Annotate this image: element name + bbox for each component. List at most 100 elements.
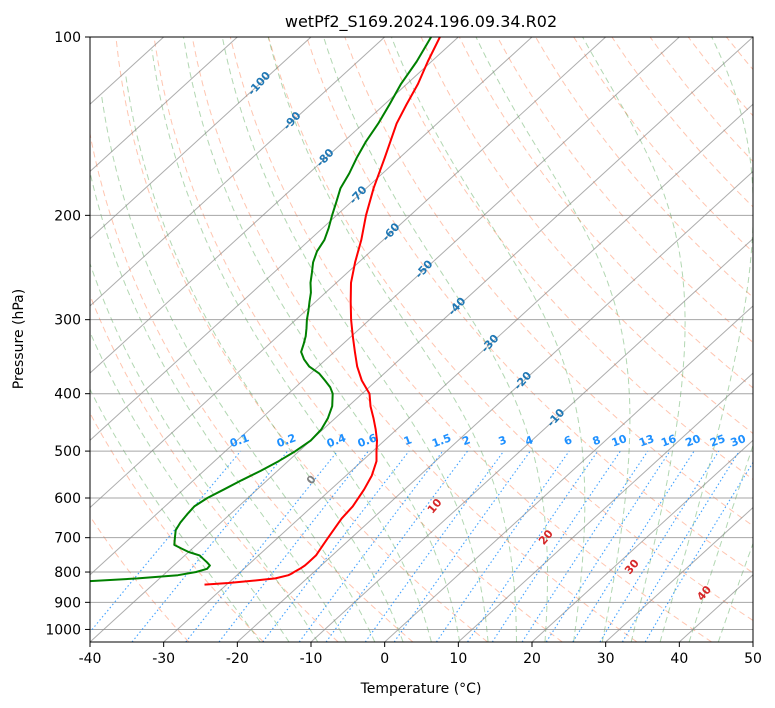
moist-adiabat	[659, 37, 753, 642]
dry-adiabat	[382, 37, 753, 481]
dry-adiabat	[535, 37, 753, 298]
y-tick-label: 700	[54, 531, 81, 547]
chart-title: wetPf2_S169.2024.196.09.34.R02	[285, 12, 557, 32]
mixing-ratio-label: 16	[659, 432, 678, 450]
mixing-ratio-label: 20	[684, 432, 703, 450]
dry-adiabat	[611, 37, 753, 208]
mixing-ratio-label: 1.5	[430, 431, 453, 450]
moist-adiabat	[100, 94, 376, 642]
mixing-ratio-label: 0.4	[325, 431, 348, 450]
moist-adiabat-label: 30	[622, 557, 642, 577]
mixing-ratio-line	[131, 450, 289, 642]
moist-adiabat-label: 10	[425, 496, 445, 516]
isotherm-line	[236, 170, 753, 642]
mixing-ratio-label: 13	[637, 432, 656, 449]
mixing-ratio-line	[521, 450, 649, 642]
moist-adiabat	[90, 388, 261, 642]
moist-adiabat	[90, 330, 290, 642]
mixing-ratio-line	[467, 450, 599, 642]
mixing-ratio-line	[364, 450, 505, 642]
mixing-ratio-line	[572, 450, 695, 642]
dry-adiabat	[765, 37, 775, 642]
mixing-ratio-line	[393, 450, 531, 642]
isotherm-line	[310, 237, 753, 642]
isotherm-line	[90, 37, 607, 509]
mixing-ratio-label: 8	[591, 433, 603, 448]
x-tick-label: 40	[670, 651, 688, 667]
isotherm-line	[752, 641, 753, 642]
mixing-ratio-line	[599, 450, 720, 642]
mixing-ratio-line	[262, 450, 410, 642]
mixing-ratio-label: 30	[729, 432, 748, 450]
mixing-ratio-label: 2	[461, 433, 473, 448]
mixing-ratio-label: 0.6	[356, 431, 379, 450]
dry-adiabat	[344, 37, 753, 527]
isotherm-line	[90, 37, 680, 576]
moist-adiabat	[151, 49, 432, 642]
moist-adiabat	[475, 37, 631, 642]
mixing-ratio-line	[325, 450, 468, 642]
y-tick-label: 300	[54, 313, 81, 329]
isotherm-line	[90, 37, 459, 374]
x-tick-label: 50	[744, 651, 762, 667]
moist-adiabat	[124, 72, 404, 642]
moist-adiabat	[90, 169, 347, 642]
moist-adiabat	[90, 262, 319, 642]
mixing-ratio-line	[435, 450, 570, 642]
moist-adiabat	[582, 37, 686, 642]
dry-adiabat	[687, 37, 753, 117]
dry-adiabat	[90, 515, 190, 642]
isotherm-line	[90, 37, 386, 307]
dry-adiabat	[726, 37, 753, 71]
moist-adiabat-label: 20	[536, 527, 556, 547]
isotherm-line	[90, 37, 533, 442]
isotherm-line	[90, 37, 238, 173]
x-tick-label: 0	[380, 651, 389, 667]
dry-adiabat	[229, 37, 712, 642]
moist-adiabat	[183, 37, 461, 642]
mixing-ratio-label: 6	[562, 433, 574, 448]
moist-adiabat	[688, 443, 753, 642]
dry-adiabat	[573, 37, 753, 253]
dry-adiabat	[90, 412, 264, 642]
mixing-ratio-label: 4	[523, 433, 535, 448]
moist-adiabat-label: 40	[694, 583, 714, 603]
dry-adiabat	[268, 37, 753, 622]
isotherm-label: -100	[245, 69, 273, 98]
isotherm-line	[384, 305, 753, 642]
x-axis-label: Temperature (°C)	[360, 681, 482, 697]
dry-adiabat	[153, 37, 563, 642]
dewpoint-trace	[90, 37, 432, 583]
mixing-ratio-line	[90, 450, 242, 633]
y-tick-label: 800	[54, 565, 81, 581]
moist-adiabat	[323, 37, 548, 642]
dry-adiabat	[420, 37, 753, 435]
dry-adiabat	[496, 37, 753, 344]
plot-frame	[89, 36, 754, 643]
isotherm-line	[457, 372, 753, 642]
isotherm-line	[90, 37, 312, 240]
mixing-ratio-label: 3	[497, 433, 509, 448]
y-tick-label: 600	[54, 491, 81, 507]
y-tick-label: 200	[54, 208, 81, 224]
dry-adiabat	[90, 131, 414, 642]
y-axis-label: Pressure (hPa)	[11, 289, 27, 389]
moist-adiabat	[390, 37, 586, 642]
isotherm-line	[531, 439, 753, 642]
moist-adiabat	[221, 37, 489, 642]
isotherm-line	[605, 506, 753, 642]
mixing-ratio-line	[621, 450, 740, 642]
y-tick-label: 900	[54, 595, 81, 611]
mixing-ratio-label: 10	[610, 432, 629, 450]
moist-adiabat	[267, 37, 517, 642]
dry-adiabat	[191, 37, 638, 642]
y-tick-label: 500	[54, 444, 81, 460]
mixing-ratio-label: 0.1	[228, 431, 251, 450]
x-tick-label: 20	[523, 651, 541, 667]
isotherm-line	[90, 37, 753, 642]
temperature-trace	[204, 37, 441, 586]
x-tick-label: -10	[300, 651, 323, 667]
mixing-ratio-line	[298, 450, 444, 642]
dry-adiabat	[306, 37, 753, 574]
